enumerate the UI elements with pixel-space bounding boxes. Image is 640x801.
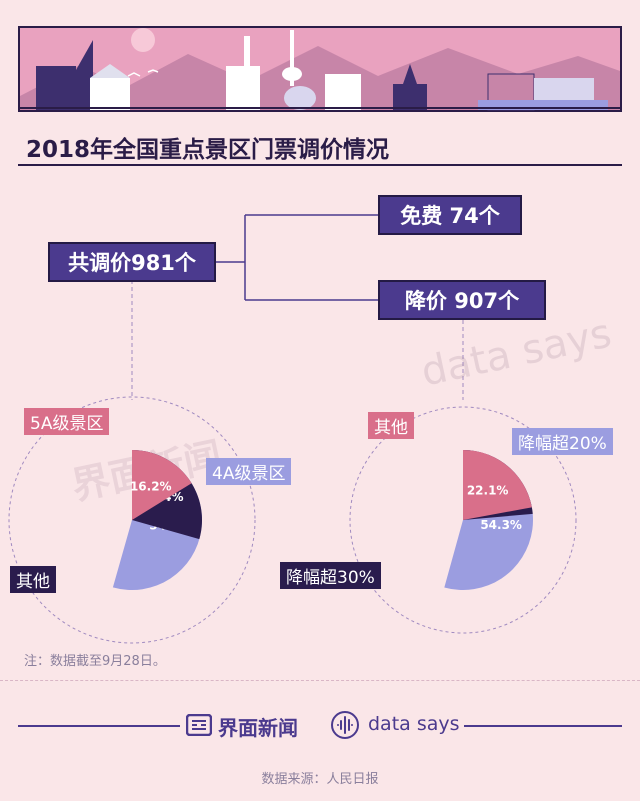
- footer-brand-jiemian: 界面新闻: [218, 716, 298, 740]
- legend-label-cut-20: 降幅超20%: [512, 428, 613, 455]
- legend-label-other-2: 其他: [368, 412, 414, 439]
- free-box: 免费 74个: [378, 195, 522, 235]
- pie-value-label: 22.1%: [467, 483, 509, 497]
- pie-value-label: 16.2%: [130, 479, 172, 493]
- data-source: 数据来源：人民日报: [261, 772, 379, 787]
- footer-brand-datasays: data says: [368, 713, 460, 735]
- reduced-box: 降价 907个: [378, 280, 546, 320]
- legend-label-5a: 5A级景区: [24, 408, 110, 435]
- dashed-separator: [0, 680, 640, 681]
- title-underline: [18, 164, 622, 166]
- pie-chart-price-cut: 54.3%23.6%22.1%: [444, 450, 533, 590]
- legend-label-cut-30: 降幅超30%: [280, 562, 381, 589]
- legend-label-4a: 4A级景区: [206, 458, 292, 485]
- pie-slice: [132, 450, 192, 520]
- legend-label-other-1: 其他: [10, 566, 56, 593]
- pie-value-label: 54.3%: [480, 518, 522, 532]
- total-box: 共调价981个: [48, 242, 216, 282]
- footnote: 注：数据截至9月28日。: [24, 654, 166, 669]
- chart-title: 2018年全国重点景区门票调价情况: [26, 137, 390, 163]
- pie-chart-scenic-level: 54.4%29.4%16.2%: [112, 450, 202, 590]
- footer-line-right: [464, 725, 622, 727]
- datasays-logo-icon: [331, 711, 359, 739]
- skyline-banner: [18, 26, 622, 112]
- pie-slice: [463, 450, 532, 520]
- jiemian-logo-icon: [186, 714, 212, 736]
- footer-line-left: [18, 725, 180, 727]
